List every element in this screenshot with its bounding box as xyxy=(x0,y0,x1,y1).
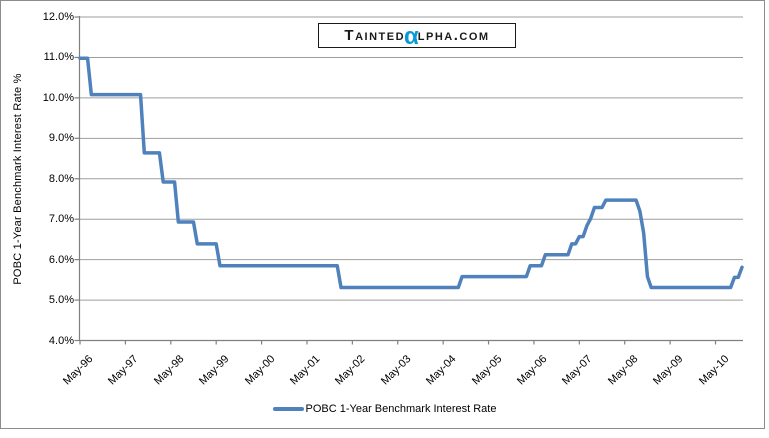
y-axis-tick-label: 7.0% xyxy=(48,213,74,226)
legend-label: POBC 1-Year Benchmark Interest Rate xyxy=(305,403,497,415)
y-axis-tick-label: 12.0% xyxy=(42,11,74,23)
chart-frame xyxy=(0,0,765,429)
y-axis-title: POBC 1-Year Benchmark Interest Rate % xyxy=(12,73,24,285)
y-axis-tick-label: 6.0% xyxy=(48,253,74,266)
y-axis-tick-label: 5.0% xyxy=(48,294,74,307)
y-axis-tick-label: 4.0% xyxy=(48,334,74,347)
site-logo: Tainted α lpha.com xyxy=(318,23,516,48)
legend-line-swatch xyxy=(272,407,304,411)
series-line xyxy=(78,56,744,290)
y-axis-tick-label: 9.0% xyxy=(48,132,74,145)
logo-text-suffix: lpha.com xyxy=(417,27,490,44)
legend: POBC 1-Year Benchmark Interest Rate xyxy=(0,403,769,415)
logo-text-prefix: Tainted xyxy=(344,27,406,44)
y-axis-tick-label: 8.0% xyxy=(48,172,74,185)
y-axis-tick-label: 11.0% xyxy=(43,51,74,64)
y-axis-tick-label: 10.0% xyxy=(42,91,74,104)
